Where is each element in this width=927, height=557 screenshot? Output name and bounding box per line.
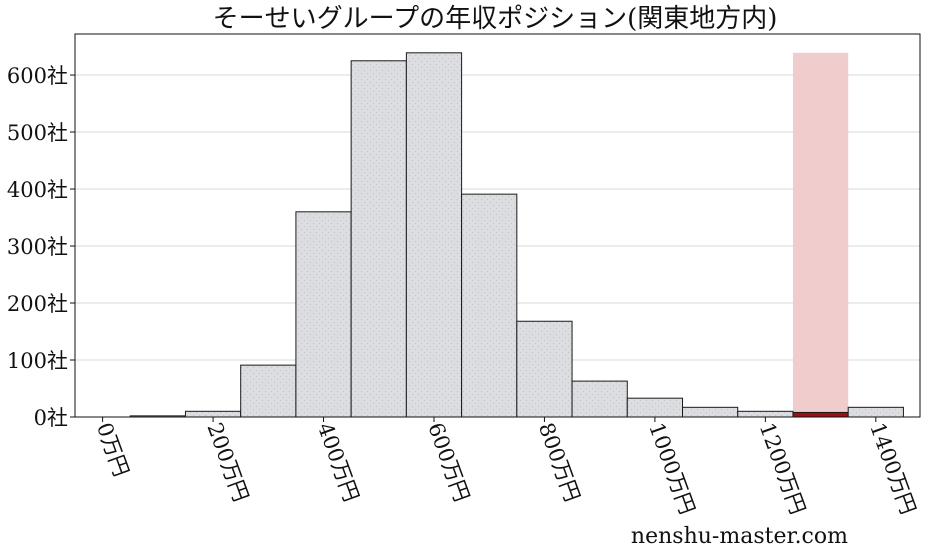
y-tick-label: 500社 xyxy=(7,121,68,145)
x-tick-label: 1000万円 xyxy=(644,420,699,518)
histogram-bar xyxy=(405,52,463,418)
highlight-band xyxy=(792,52,849,417)
watermark-text: nenshu-master.com xyxy=(631,524,848,549)
y-tick-label: 300社 xyxy=(7,235,68,259)
histogram-bar xyxy=(461,193,518,418)
x-tick-label: 400万円 xyxy=(313,420,364,505)
histogram-bar xyxy=(847,406,904,418)
histogram-bar xyxy=(184,410,242,418)
histogram-bar xyxy=(350,60,407,418)
x-tick-label: 0万円 xyxy=(92,420,133,480)
x-tick-label: 1200万円 xyxy=(755,420,810,518)
y-tick-label: 0社 xyxy=(34,406,68,430)
x-tick-label: 600万円 xyxy=(423,420,474,505)
y-tick-labels: 0社 100社 200社 300社 400社 500社 600社 xyxy=(7,64,68,430)
histogram-bar xyxy=(682,406,739,418)
highlight-band-layer xyxy=(792,52,849,417)
x-tick-labels: 0万円 200万円 400万円 600万円 800万円 1000万円 1200万円 1400万… xyxy=(92,420,920,518)
histogram-bar xyxy=(295,211,352,418)
histogram-bar xyxy=(571,380,628,418)
plot-frame xyxy=(74,33,921,418)
y-tick-label: 200社 xyxy=(7,292,68,316)
x-tick-label: 1400万円 xyxy=(865,420,920,518)
axes xyxy=(70,33,921,422)
histogram-bar xyxy=(737,410,794,418)
y-tick-label: 100社 xyxy=(7,349,68,373)
highlight-bar xyxy=(792,411,849,418)
histogram-bar xyxy=(516,320,573,418)
y-tick-label: 600社 xyxy=(7,64,68,88)
histogram-bar xyxy=(240,364,297,418)
x-tick-label: 800万円 xyxy=(534,420,585,505)
bars-layer xyxy=(129,52,904,418)
y-tick-label: 400社 xyxy=(7,178,68,202)
x-tick-label: 200万円 xyxy=(202,420,253,505)
histogram-bar xyxy=(626,397,684,418)
chart-title: そーせいグループの年収ポジション(関東地方内) xyxy=(213,4,778,34)
